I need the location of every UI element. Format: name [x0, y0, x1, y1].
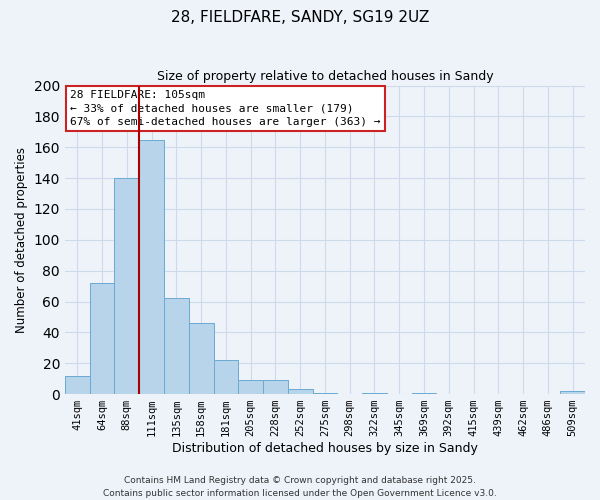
Bar [362, 392, 387, 394]
Bar [65, 376, 89, 394]
Bar [288, 390, 313, 394]
Bar [560, 391, 585, 394]
Y-axis label: Number of detached properties: Number of detached properties [15, 147, 28, 333]
Text: 28, FIELDFARE, SANDY, SG19 2UZ: 28, FIELDFARE, SANDY, SG19 2UZ [171, 10, 429, 25]
Bar [164, 298, 189, 394]
X-axis label: Distribution of detached houses by size in Sandy: Distribution of detached houses by size … [172, 442, 478, 455]
Bar [189, 323, 214, 394]
Bar [263, 380, 288, 394]
Bar [313, 392, 337, 394]
Bar [115, 178, 139, 394]
Text: Contains HM Land Registry data © Crown copyright and database right 2025.
Contai: Contains HM Land Registry data © Crown c… [103, 476, 497, 498]
Text: 28 FIELDFARE: 105sqm
← 33% of detached houses are smaller (179)
67% of semi-deta: 28 FIELDFARE: 105sqm ← 33% of detached h… [70, 90, 380, 126]
Bar [214, 360, 238, 394]
Bar [238, 380, 263, 394]
Title: Size of property relative to detached houses in Sandy: Size of property relative to detached ho… [157, 70, 493, 83]
Bar [412, 392, 436, 394]
Bar [89, 283, 115, 394]
Bar [139, 140, 164, 394]
